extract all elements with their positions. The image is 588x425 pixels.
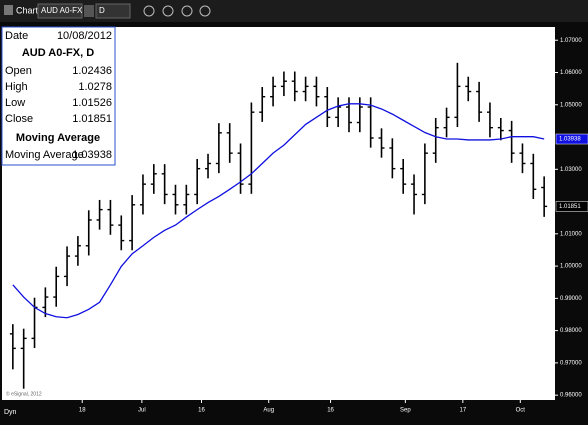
info-symbol: AUD A0-FX, D: [22, 47, 94, 59]
interval-input[interactable]: [95, 3, 131, 19]
info-label: Date: [5, 30, 28, 42]
interval-icon[interactable]: [84, 5, 94, 17]
y-tick-label: 1.00000: [560, 264, 582, 270]
last-ma-label: 1.03938: [559, 137, 581, 143]
last-close-label-box: [555, 201, 588, 212]
info-label: Close: [5, 113, 33, 125]
symbol-input[interactable]: [37, 3, 83, 19]
info-value: 1.0278: [78, 81, 112, 93]
info-label: Open: [5, 65, 32, 77]
x-tick-label: 16: [198, 408, 205, 414]
legend-entry: Moving Average: [5, 149, 84, 161]
symbol: AUD A0-FX: [41, 6, 83, 15]
y-tick-label: 0.97000: [560, 360, 582, 366]
y-tick-label: 1.05000: [560, 102, 582, 108]
moving-average-line: [12, 103, 545, 319]
y-tick-label: 0.99000: [560, 296, 582, 302]
last-close-label: 1.01851: [559, 204, 581, 210]
study-title: Moving Average: [16, 132, 100, 144]
y-tick-label: 0.98000: [560, 328, 582, 334]
toolbar-tools: [143, 5, 211, 17]
chart-icon: [4, 5, 13, 15]
y-tick-label: 1.01000: [560, 231, 582, 237]
y-tick-label: 1.03000: [560, 167, 582, 173]
info-value: 10/08/2012: [57, 30, 112, 42]
info-value: 1.02436: [72, 65, 112, 77]
y-tick-label: 1.07000: [560, 38, 582, 44]
info-value: 1.01851: [72, 113, 112, 125]
x-tick-label: 17: [459, 408, 466, 414]
info-label: Low: [5, 97, 25, 109]
x-tick-label: Jul: [138, 408, 146, 414]
copyright: © eSignal, 2012: [6, 390, 42, 397]
x-tick-label: 16: [327, 408, 334, 414]
toolbar: [0, 0, 588, 22]
info-label: High: [5, 81, 28, 93]
y-tick-label: 1.06000: [560, 70, 582, 76]
last-ma-label-box: [555, 133, 588, 145]
footer-mode: Dyn: [4, 409, 17, 416]
info-value: 1.01526: [72, 97, 112, 109]
y-tick-label: 0.96000: [560, 393, 582, 399]
x-tick-label: Sep: [400, 408, 411, 414]
tool[interactable]: [181, 5, 193, 17]
tool[interactable]: [143, 5, 155, 17]
interval: D: [99, 6, 105, 15]
x-tick-label: Aug: [263, 408, 274, 414]
tool[interactable]: [199, 5, 211, 17]
toolbar-title: Chart: [16, 5, 39, 15]
x-tick-label: 18: [79, 408, 86, 414]
x-tick-label: Oct: [516, 408, 526, 414]
info-value: 1.03938: [72, 149, 112, 161]
tool[interactable]: [162, 5, 174, 17]
plot: [9, 62, 548, 389]
info-box: [1, 26, 116, 166]
